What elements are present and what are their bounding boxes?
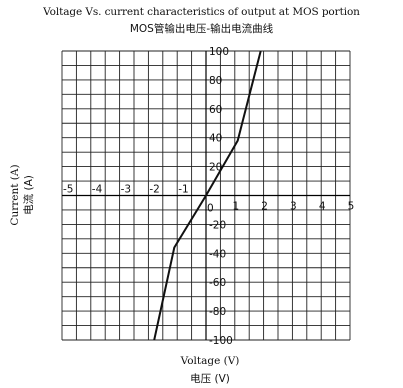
y-tick-label: -20 [209,219,226,231]
x-tick-label: 5 [348,201,355,213]
x-tick-label: -3 [121,184,131,196]
x-tick-label: 2 [261,201,268,213]
y-tick-label: -100 [209,335,233,347]
y-tick-label: -40 [209,248,226,260]
x-axis-label-cn: 电压 (V) [190,373,230,385]
y-tick-label: -80 [209,306,226,318]
y-tick-label: 100 [209,46,229,58]
x-tick-label: 0 [207,203,214,215]
y-tick-label: 60 [209,104,222,116]
chart-title: Voltage Vs. current characteristics of o… [43,6,360,18]
y-tick-label: 80 [209,75,222,87]
x-axis-label: Voltage (V) [180,355,240,367]
x-tick-label: 3 [290,201,297,213]
x-tick-label: 1 [232,201,239,213]
chart-subtitle: MOS管输出电压-输出电流曲线 [129,23,274,35]
x-tick-label: -1 [178,184,188,196]
x-tick-label: 4 [319,201,326,213]
y-tick-label: -60 [209,277,226,289]
x-tick-label: -4 [92,184,103,196]
series-line [153,50,262,341]
x-tick-label: -2 [149,184,159,196]
y-tick-label: 20 [209,162,222,174]
x-tick-label: -5 [63,184,73,196]
y-tick-label: 40 [209,133,222,145]
